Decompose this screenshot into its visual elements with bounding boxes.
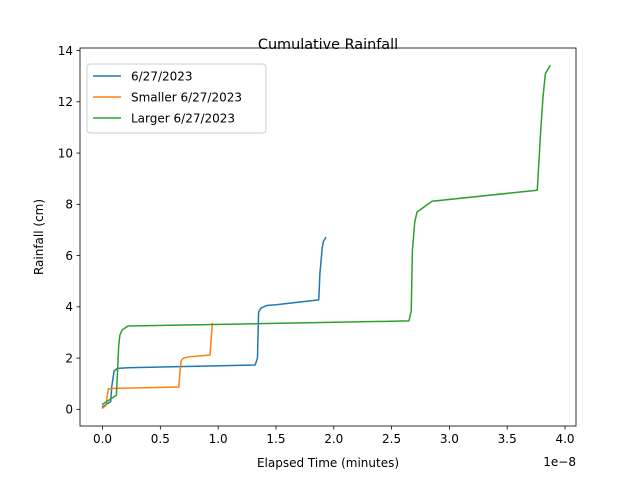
legend-label-2: Smaller 6/27/2023 [131, 90, 242, 104]
series-line-3 [101, 64, 552, 406]
x-tick-label: 1.5 [266, 432, 285, 446]
legend-entries: 6/27/2023 Smaller 6/27/2023 Larger 6/27/20… [93, 69, 242, 125]
x-tick-label: 1.0 [209, 432, 228, 446]
x-tick-label: 0.0 [93, 432, 112, 446]
legend-label-1: 6/27/2023 [131, 69, 193, 83]
x-tick-label: 4.0 [555, 432, 574, 446]
x-tick-label: 3.0 [440, 432, 459, 446]
x-tick-label: 2.5 [382, 432, 401, 446]
y-tick-label: 14 [58, 44, 73, 58]
y-tick-label: 6 [65, 249, 73, 263]
x-tick-label: 0.5 [151, 432, 170, 446]
legend-label-3: Larger 6/27/2023 [131, 111, 235, 125]
x-axis-ticks: 0.0 0.5 1.0 1.5 2.0 2.5 3.0 3.5 4.0 [93, 426, 575, 446]
series-line-2 [101, 322, 214, 410]
x-axis-label: Elapsed Time (minutes) [257, 456, 399, 470]
chart-title: Cumulative Rainfall [258, 37, 398, 53]
plot-series [101, 64, 552, 410]
plot-area-frame [79, 47, 577, 427]
y-axis-label: Rainfall (cm) [32, 199, 46, 275]
y-tick-label: 12 [58, 95, 73, 109]
series-line-1 [101, 236, 327, 408]
x-tick-label: 2.0 [324, 432, 343, 446]
y-tick-label: 8 [65, 198, 73, 212]
y-axis-ticks: 0 2 4 6 8 10 12 14 [58, 44, 80, 417]
y-tick-label: 10 [58, 146, 73, 160]
x-axis-offset-label: 1e−8 [543, 455, 576, 469]
y-tick-label: 0 [65, 403, 73, 417]
y-tick-label: 2 [65, 351, 73, 365]
legend-frame [86, 63, 267, 134]
y-tick-label: 4 [65, 300, 73, 314]
x-tick-label: 3.5 [498, 432, 517, 446]
legend: 6/27/2023 Smaller 6/27/2023 Larger 6/27/20… [86, 63, 267, 134]
